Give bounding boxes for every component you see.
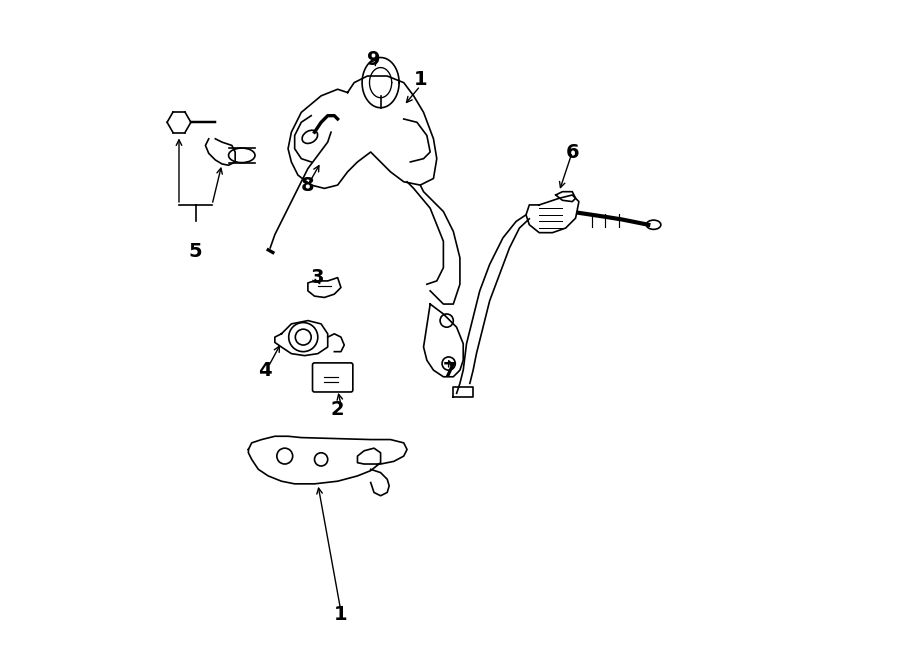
Text: 4: 4: [258, 361, 272, 379]
Text: 7: 7: [443, 361, 456, 379]
Text: 1: 1: [413, 70, 428, 89]
Text: 5: 5: [189, 242, 202, 260]
Text: 6: 6: [565, 143, 579, 161]
Text: 3: 3: [311, 268, 325, 287]
Text: 8: 8: [302, 176, 315, 194]
Text: 2: 2: [331, 401, 345, 419]
Text: 1: 1: [334, 605, 347, 624]
Text: 9: 9: [367, 50, 381, 69]
